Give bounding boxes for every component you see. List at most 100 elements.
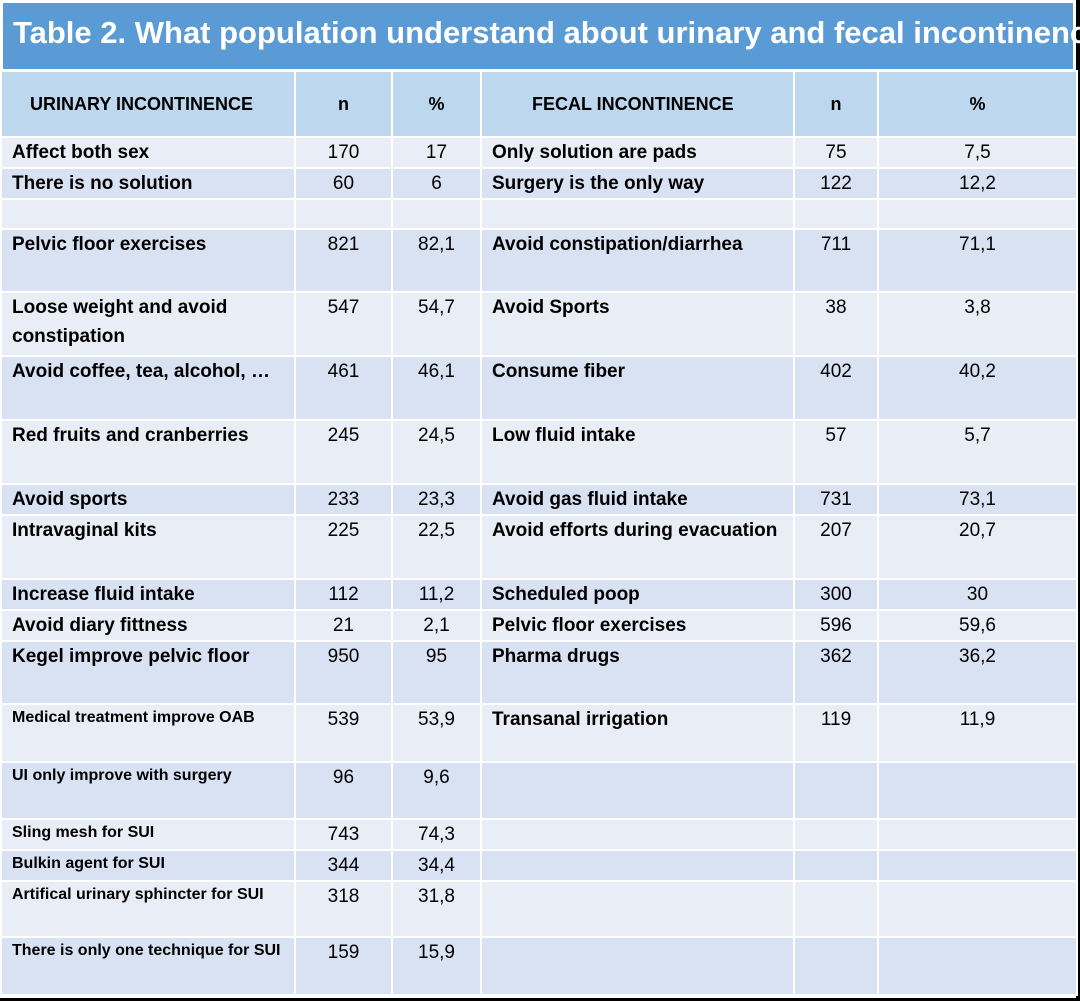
fecal-percent: 12,2 xyxy=(877,167,1078,200)
fecal-n xyxy=(793,761,879,820)
urinary-percent xyxy=(391,198,482,230)
fecal-percent: 30 xyxy=(877,578,1078,611)
table-row: Sling mesh for SUI 743 74,3 xyxy=(0,818,1078,851)
urinary-item: There is no solution xyxy=(0,167,296,200)
table-title: Table 2. What population understand abou… xyxy=(3,3,1080,69)
urinary-item: Affect both sex xyxy=(0,136,296,169)
urinary-n: 461 xyxy=(294,355,393,421)
urinary-n: 170 xyxy=(294,136,393,169)
fecal-item xyxy=(480,936,795,996)
header-row: URINARY INCONTINENCE n % FECAL INCONTINE… xyxy=(0,70,1078,138)
table-row: Avoid coffee, tea, alcohol, … 461 46,1 C… xyxy=(0,355,1078,421)
fecal-percent: 3,8 xyxy=(877,291,1078,357)
fecal-n: 38 xyxy=(793,291,879,357)
fecal-n: 711 xyxy=(793,228,879,293)
fecal-percent: 59,6 xyxy=(877,609,1078,642)
fecal-n: 119 xyxy=(793,703,879,763)
table-row: Artifical urinary sphincter for SUI 318 … xyxy=(0,880,1078,938)
urinary-n: 821 xyxy=(294,228,393,293)
table-row xyxy=(0,198,1078,230)
fecal-percent: 71,1 xyxy=(877,228,1078,293)
urinary-percent: 95 xyxy=(391,640,482,705)
fecal-percent: 5,7 xyxy=(877,419,1078,485)
urinary-item: Medical treatment improve OAB xyxy=(0,703,296,763)
fecal-item: Scheduled poop xyxy=(480,578,795,611)
fecal-percent xyxy=(877,198,1078,230)
urinary-n: 245 xyxy=(294,419,393,485)
fecal-item xyxy=(480,849,795,882)
table-row: Red fruits and cranberries 245 24,5 Low … xyxy=(0,419,1078,485)
fecal-n: 75 xyxy=(793,136,879,169)
fecal-item: Pelvic floor exercises xyxy=(480,609,795,642)
fecal-n: 300 xyxy=(793,578,879,611)
urinary-percent: 53,9 xyxy=(391,703,482,763)
fecal-n: 57 xyxy=(793,419,879,485)
fecal-percent: 36,2 xyxy=(877,640,1078,705)
fecal-percent xyxy=(877,849,1078,882)
fecal-n: 207 xyxy=(793,514,879,580)
fecal-n: 596 xyxy=(793,609,879,642)
urinary-item: UI only improve with surgery xyxy=(0,761,296,820)
urinary-item: Artifical urinary sphincter for SUI xyxy=(0,880,296,938)
urinary-percent: 6 xyxy=(391,167,482,200)
urinary-percent: 54,7 xyxy=(391,291,482,357)
fecal-item xyxy=(480,761,795,820)
urinary-percent: 24,5 xyxy=(391,419,482,485)
fecal-n xyxy=(793,198,879,230)
fecal-n: 362 xyxy=(793,640,879,705)
table-row: Increase fluid intake 112 11,2 Scheduled… xyxy=(0,578,1078,611)
fecal-percent: 40,2 xyxy=(877,355,1078,421)
table-row: Medical treatment improve OAB 539 53,9 T… xyxy=(0,703,1078,763)
table-row: Avoid sports 233 23,3 Avoid gas fluid in… xyxy=(0,483,1078,516)
n-header-urinary: n xyxy=(294,70,393,138)
urinary-item: Bulkin agent for SUI xyxy=(0,849,296,882)
fecal-percent: 73,1 xyxy=(877,483,1078,516)
fecal-item: Consume fiber xyxy=(480,355,795,421)
fecal-n xyxy=(793,849,879,882)
urinary-n: 225 xyxy=(294,514,393,580)
urinary-item xyxy=(0,198,296,230)
urinary-percent: 15,9 xyxy=(391,936,482,996)
incontinence-table: URINARY INCONTINENCE n % FECAL INCONTINE… xyxy=(0,70,1078,996)
urinary-percent: 2,1 xyxy=(391,609,482,642)
urinary-percent: 46,1 xyxy=(391,355,482,421)
fecal-item: Avoid Sports xyxy=(480,291,795,357)
urinary-n: 159 xyxy=(294,936,393,996)
urinary-percent: 17 xyxy=(391,136,482,169)
table-row: Pelvic floor exercises 821 82,1 Avoid co… xyxy=(0,228,1078,293)
table-row: Bulkin agent for SUI 344 34,4 xyxy=(0,849,1078,882)
fecal-item xyxy=(480,198,795,230)
fecal-percent: 7,5 xyxy=(877,136,1078,169)
urinary-n: 547 xyxy=(294,291,393,357)
fecal-item: Avoid constipation/diarrhea xyxy=(480,228,795,293)
urinary-n: 344 xyxy=(294,849,393,882)
fecal-item xyxy=(480,818,795,851)
table-row: Kegel improve pelvic floor 950 95 Pharma… xyxy=(0,640,1078,705)
urinary-item: Pelvic floor exercises xyxy=(0,228,296,293)
table-row: Avoid diary fittness 21 2,1 Pelvic floor… xyxy=(0,609,1078,642)
fecal-header: FECAL INCONTINENCE xyxy=(480,70,795,138)
urinary-percent: 23,3 xyxy=(391,483,482,516)
urinary-header: URINARY INCONTINENCE xyxy=(0,70,296,138)
table-row: Intravaginal kits 225 22,5 Avoid efforts… xyxy=(0,514,1078,580)
percent-header-urinary: % xyxy=(391,70,482,138)
fecal-percent xyxy=(877,818,1078,851)
table-row: UI only improve with surgery 96 9,6 xyxy=(0,761,1078,820)
urinary-item: Kegel improve pelvic floor xyxy=(0,640,296,705)
fecal-percent xyxy=(877,880,1078,938)
urinary-n: 60 xyxy=(294,167,393,200)
table-row: Affect both sex 170 17 Only solution are… xyxy=(0,136,1078,169)
fecal-item: Avoid efforts during evacuation xyxy=(480,514,795,580)
fecal-item: Low fluid intake xyxy=(480,419,795,485)
urinary-n: 112 xyxy=(294,578,393,611)
urinary-n: 233 xyxy=(294,483,393,516)
fecal-item: Surgery is the only way xyxy=(480,167,795,200)
fecal-n: 122 xyxy=(793,167,879,200)
fecal-n: 402 xyxy=(793,355,879,421)
n-header-fecal: n xyxy=(793,70,879,138)
urinary-item: Avoid coffee, tea, alcohol, … xyxy=(0,355,296,421)
urinary-n: 318 xyxy=(294,880,393,938)
urinary-item: Sling mesh for SUI xyxy=(0,818,296,851)
urinary-percent: 9,6 xyxy=(391,761,482,820)
